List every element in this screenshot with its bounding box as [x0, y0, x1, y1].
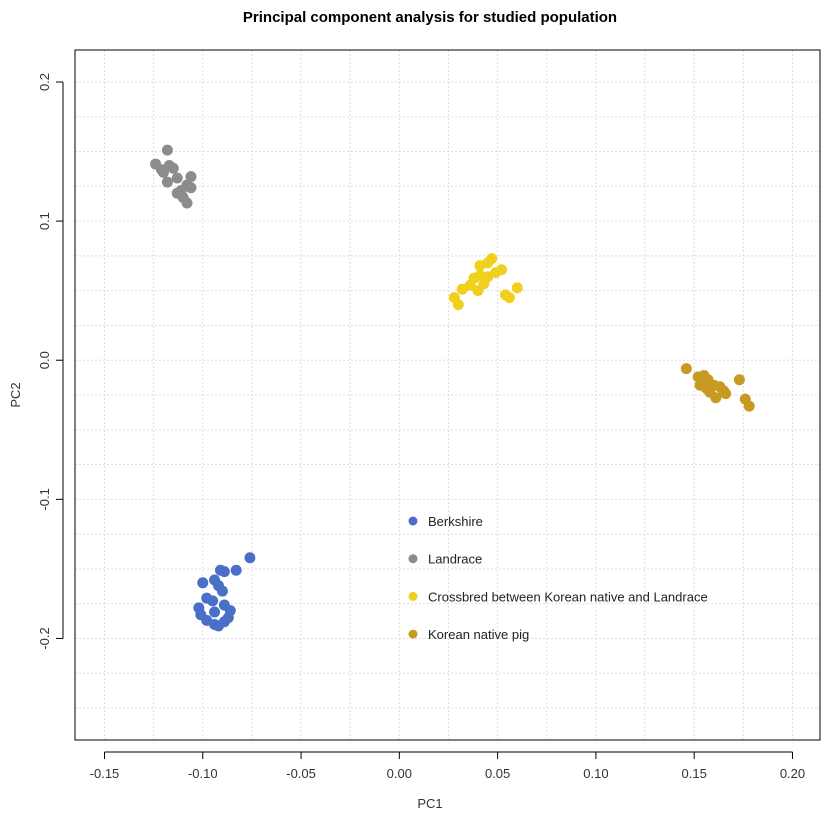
data-point	[700, 382, 712, 394]
legend-marker	[408, 516, 418, 526]
data-point	[185, 182, 197, 194]
y-tick-label: -0.1	[37, 488, 52, 510]
x-axis-label: PC1	[417, 796, 442, 811]
data-point	[185, 171, 197, 183]
x-tick-label: 0.15	[682, 766, 707, 781]
y-axis-label: PC2	[8, 382, 23, 407]
x-tick-label: -0.15	[90, 766, 120, 781]
data-point	[720, 388, 732, 400]
data-point	[680, 363, 692, 375]
data-point	[244, 552, 256, 564]
x-tick-label: 0.05	[485, 766, 510, 781]
legend-marker	[408, 591, 418, 601]
data-point	[197, 577, 209, 589]
data-point	[207, 595, 219, 607]
data-point	[482, 271, 494, 283]
data-point	[230, 564, 242, 576]
data-point	[224, 605, 236, 617]
data-point	[452, 299, 464, 311]
y-tick-label: 0.1	[37, 212, 52, 230]
y-tick-label: -0.2	[37, 627, 52, 649]
data-point	[161, 144, 173, 156]
legend-label: Crossbred between Korean native and Land…	[428, 589, 708, 604]
data-point	[216, 585, 228, 597]
legend-label: Landrace	[428, 552, 482, 567]
data-point	[181, 197, 193, 209]
x-tick-label: 0.00	[387, 766, 412, 781]
legend-marker	[408, 629, 418, 639]
x-tick-label: -0.10	[188, 766, 218, 781]
legend-label: Berkshire	[428, 514, 483, 529]
data-point	[511, 282, 523, 294]
y-tick-label: 0.2	[37, 73, 52, 91]
data-point	[171, 187, 183, 199]
data-point	[733, 374, 745, 386]
legend-label: Korean native pig	[428, 627, 529, 642]
x-tick-label: 0.20	[780, 766, 805, 781]
data-point	[157, 166, 169, 178]
x-tick-label: 0.10	[583, 766, 608, 781]
data-point	[496, 264, 508, 276]
data-point	[161, 176, 173, 188]
data-point	[503, 292, 515, 304]
data-point	[209, 606, 221, 618]
x-tick-label: -0.05	[286, 766, 316, 781]
legend-marker	[408, 554, 418, 564]
data-point	[214, 564, 226, 576]
data-point	[486, 253, 498, 265]
plot-frame	[74, 49, 821, 741]
y-tick-label: 0.0	[37, 351, 52, 369]
chart-title: Principal component analysis for studied…	[243, 9, 617, 26]
data-point	[209, 619, 221, 631]
data-point	[743, 400, 755, 412]
data-point	[167, 162, 179, 174]
data-point	[218, 616, 230, 628]
data-point	[171, 172, 183, 184]
